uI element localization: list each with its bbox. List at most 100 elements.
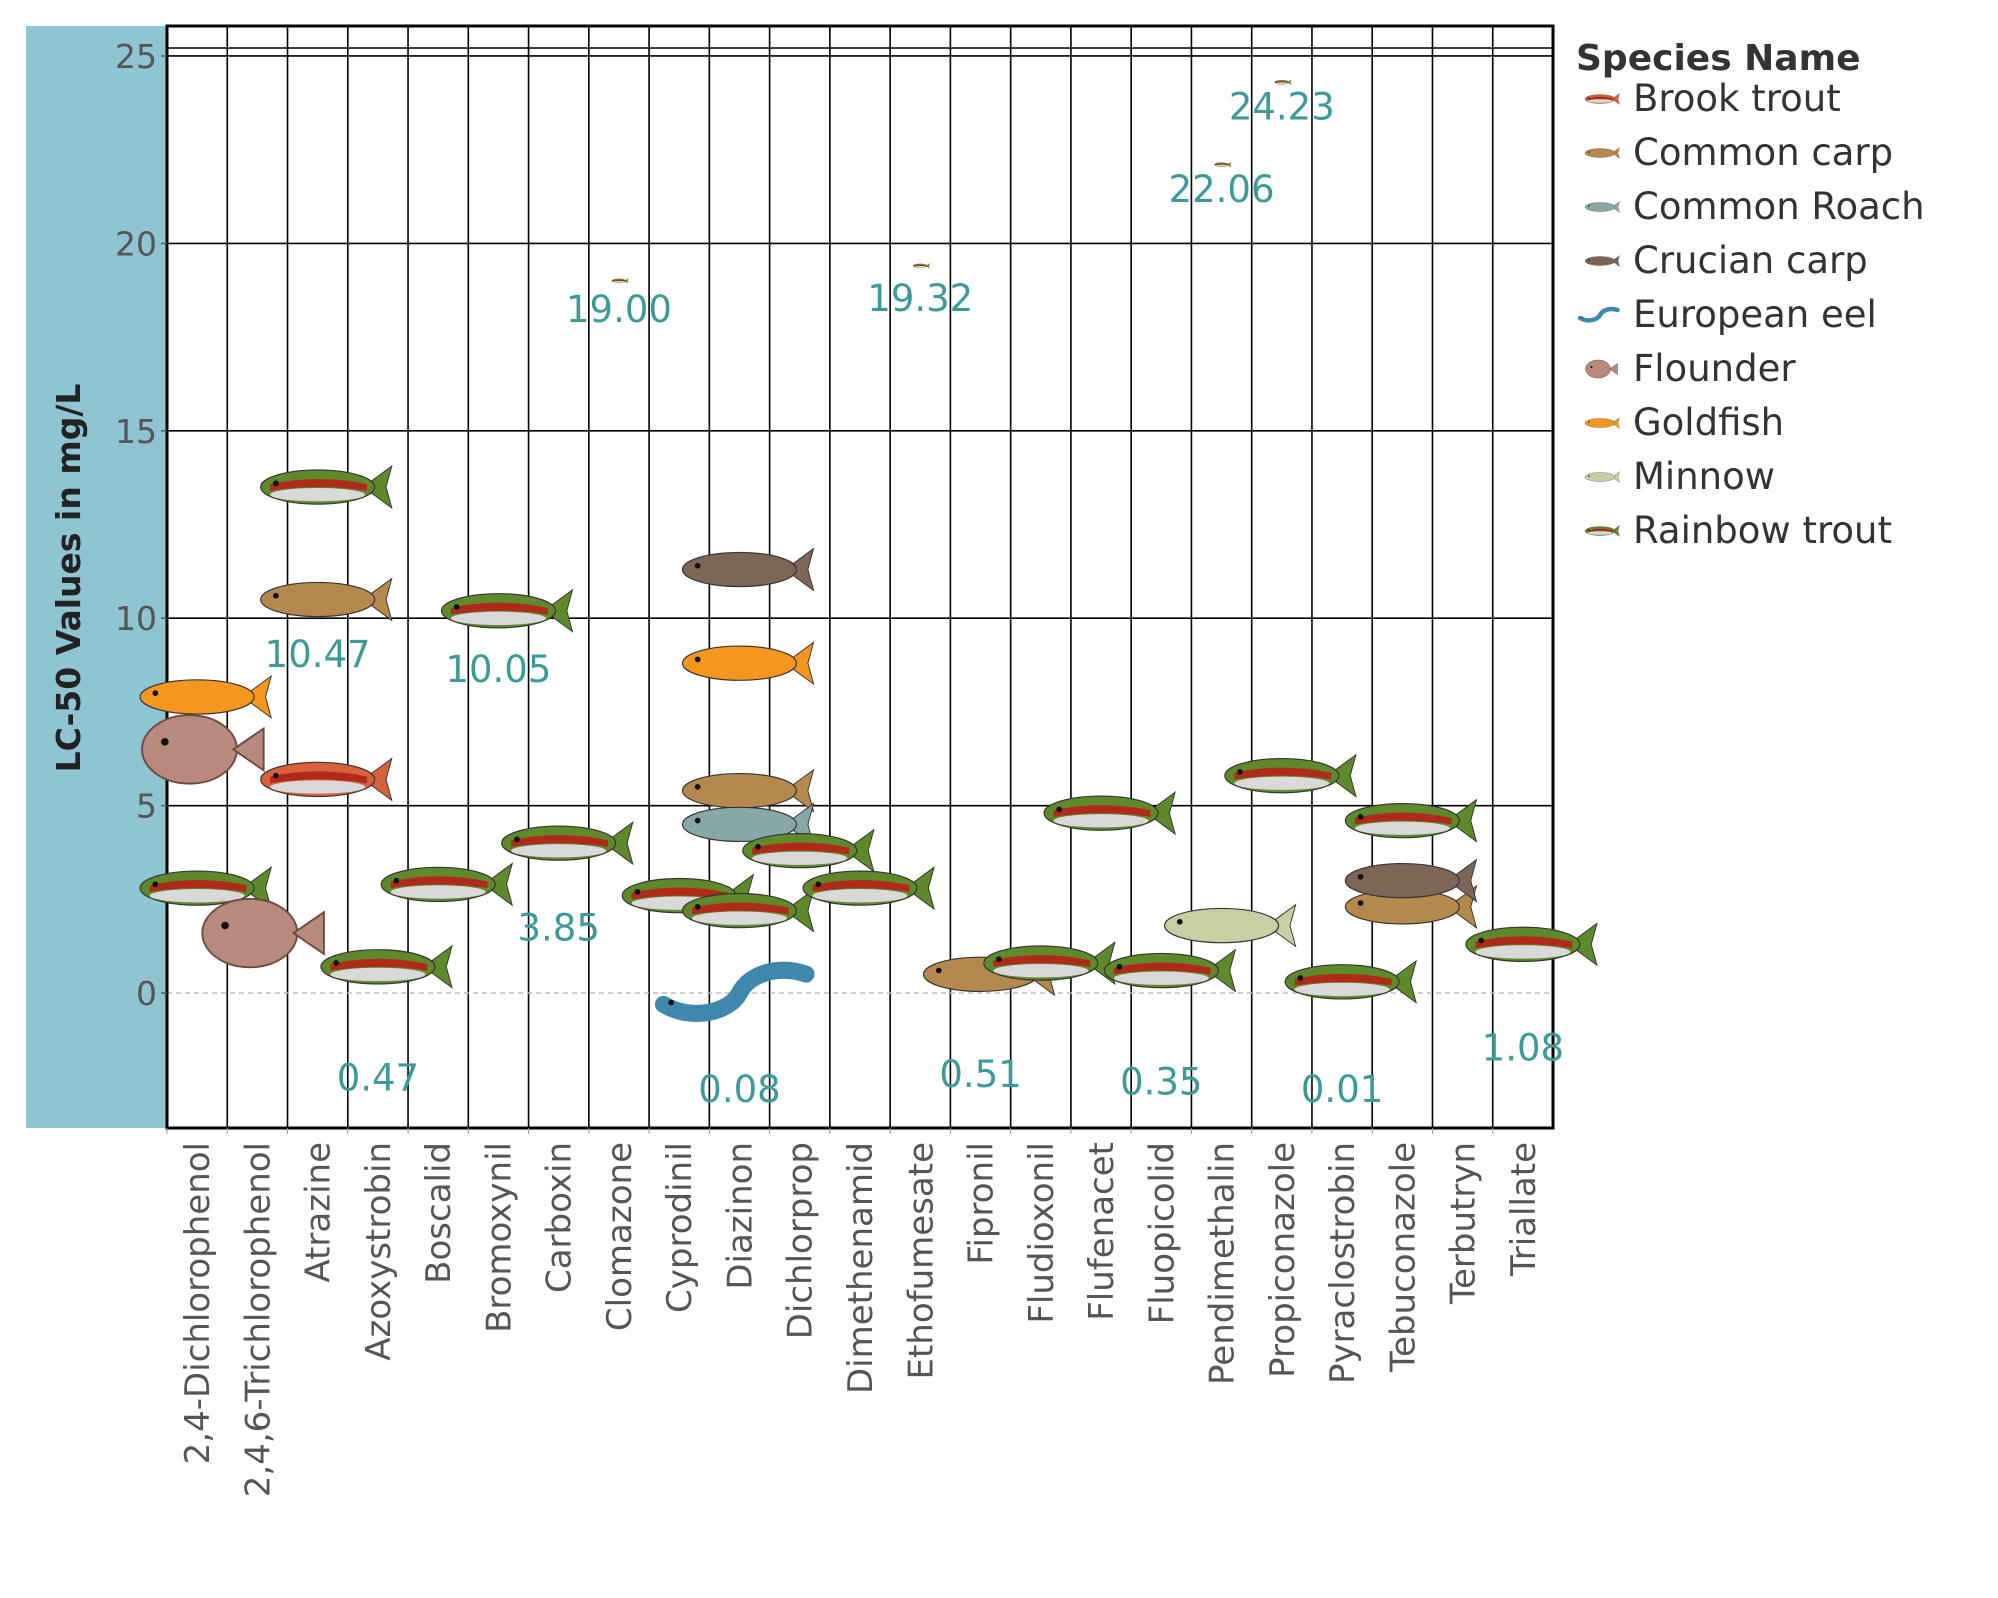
fish-marker: [139, 674, 273, 720]
fish-markers: [139, 79, 1598, 1022]
x-tick-label: Carboxin: [540, 1142, 580, 1293]
fish-marker: [320, 944, 453, 989]
x-tick-label: Ethofumesate: [901, 1142, 941, 1380]
legend-item: Crucian carp: [1633, 239, 1868, 282]
x-tick-label: 2,4-Dichlorophenol: [178, 1142, 218, 1464]
fish-marker: [654, 961, 815, 1022]
value-label: 0.51: [939, 1053, 1021, 1096]
fish-marker: [681, 888, 815, 933]
legend-title: Species Name: [1576, 38, 1861, 79]
legend: Species Name Brook trout Common carp Commo…: [1576, 38, 1925, 552]
legend-item: Flounder: [1633, 347, 1796, 390]
legend-item: Common carp: [1633, 131, 1893, 174]
fish-marker: [1585, 359, 1618, 379]
x-tick-label: Fluopicolid: [1142, 1142, 1182, 1324]
x-tick-label: Cyprodinil: [660, 1142, 700, 1313]
value-label: 22.06: [1169, 168, 1275, 211]
fish-marker: [1274, 79, 1292, 86]
legend-item: Rainbow trout: [1633, 509, 1892, 552]
fish-marker: [139, 866, 273, 911]
fish-marker: [201, 897, 325, 969]
grid: [165, 24, 1555, 1130]
value-label: 1.08: [1482, 1027, 1564, 1070]
fish-marker: [501, 821, 634, 866]
fish-marker: [440, 588, 574, 633]
value-label: 3.85: [518, 907, 600, 950]
fish-marker: [1465, 922, 1598, 967]
legend-item: Goldfish: [1633, 401, 1784, 444]
fish-marker: [141, 714, 265, 785]
value-label: 10.05: [445, 648, 551, 691]
x-tick-label: Terbutryn: [1444, 1142, 1484, 1305]
fish-marker: [1163, 903, 1297, 948]
x-tick-label: Dimethenamid: [841, 1142, 881, 1394]
x-tick-label: Tebuconazole: [1383, 1142, 1423, 1373]
fish-marker: [1103, 948, 1237, 993]
fish-marker: [912, 263, 930, 269]
y-tick-label: 0: [136, 974, 157, 1013]
fish-marker: [260, 757, 393, 802]
fish-marker: [1584, 525, 1620, 537]
value-label: 0.01: [1301, 1068, 1383, 1111]
value-label: 10.47: [265, 633, 371, 676]
x-tick-label: Fludioxonil: [1022, 1142, 1062, 1324]
fish-marker: [1584, 417, 1620, 429]
x-tick-label: Triallate: [1504, 1142, 1544, 1277]
y-axis-ticks: 0 5 10 15 20 25: [115, 37, 167, 1013]
x-tick-label: Dichlorprop: [781, 1142, 821, 1339]
fish-marker: [611, 278, 629, 284]
x-tick-label: Azoxystrobin: [359, 1142, 399, 1361]
fish-marker: [681, 547, 815, 592]
fish-marker: [380, 862, 514, 907]
x-axis-labels: 2,4-Dichlorophenol 2,4,6-Trichlorophenol A…: [166, 1128, 1544, 1497]
legend-item: European eel: [1633, 293, 1877, 336]
legend-item: Common Roach: [1633, 185, 1925, 228]
x-tick-label: Flufenacet: [1082, 1142, 1122, 1321]
y-tick-label: 20: [115, 224, 157, 263]
x-tick-label: Atrazine: [299, 1142, 339, 1283]
fish-marker: [1577, 306, 1620, 323]
value-label: 0.47: [337, 1057, 419, 1100]
fish-marker: [1344, 858, 1478, 903]
value-label: 19.32: [867, 277, 973, 320]
y-axis-band: [26, 26, 167, 1128]
x-tick-label: Clomazone: [600, 1142, 640, 1331]
value-label: 19.00: [566, 288, 672, 331]
fish-marker: [802, 866, 935, 911]
fish-marker: [1224, 753, 1357, 798]
y-tick-label: 10: [115, 599, 157, 638]
x-tick-label: Bromoxynil: [479, 1142, 519, 1333]
x-tick-label: Diazinon: [720, 1142, 760, 1290]
y-tick-label: 15: [115, 412, 157, 451]
value-labels: 10.47 10.05 19.00 3.85 0.47 0.08 19.32 0.51 0.35…: [265, 86, 1564, 1111]
fish-marker: [1584, 471, 1620, 483]
x-tick-label: 2,4,6-Trichlorophenol: [238, 1142, 278, 1497]
fish-marker: [1043, 791, 1176, 836]
fish-marker: [681, 641, 815, 686]
fish-marker: [1584, 201, 1620, 213]
x-tick-label: Propiconazole: [1263, 1142, 1303, 1378]
y-tick-label: 5: [136, 787, 157, 826]
fish-marker: [1584, 255, 1620, 267]
x-tick-label: Boscalid: [419, 1142, 459, 1284]
fish-marker: [1344, 798, 1478, 843]
fish-marker: [1284, 959, 1418, 1004]
fish-marker: [1584, 93, 1620, 105]
value-label: 0.35: [1120, 1060, 1202, 1103]
fish-marker: [1584, 147, 1620, 159]
fish-marker: [1214, 161, 1232, 168]
value-label: 0.08: [698, 1068, 780, 1111]
fish-marker: [742, 828, 875, 873]
legend-item: Minnow: [1633, 455, 1775, 498]
fish-marker: [260, 464, 393, 510]
fish-marker: [260, 577, 393, 622]
legend-item: Brook trout: [1633, 77, 1841, 120]
x-tick-label: Pyraclostrobin: [1323, 1142, 1363, 1384]
x-tick-label: Fipronil: [962, 1142, 1002, 1265]
y-axis-label: LC-50 Values in mg/L: [49, 384, 88, 773]
value-label: 24.23: [1229, 86, 1335, 129]
y-tick-label: 25: [115, 37, 157, 76]
plot-frame: [165, 24, 1555, 1130]
x-tick-label: Pendimethalin: [1203, 1142, 1243, 1385]
